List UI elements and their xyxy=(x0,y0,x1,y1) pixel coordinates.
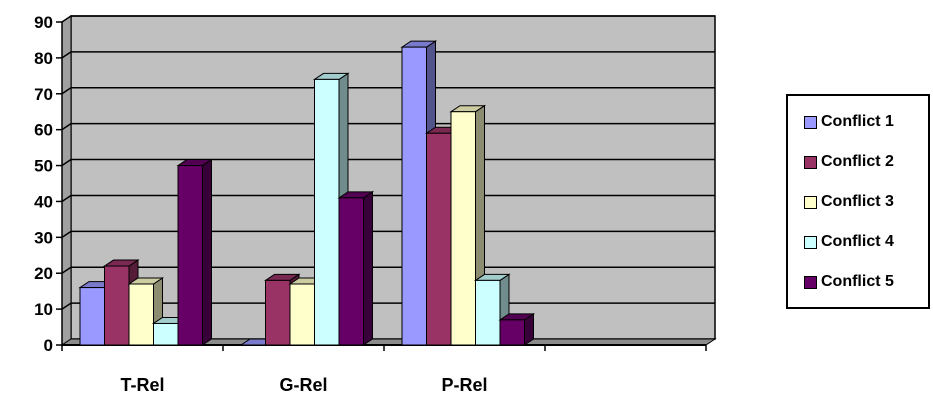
legend-item: Conflict 5 xyxy=(788,262,928,302)
y-tick-label: 20 xyxy=(34,264,53,283)
legend-swatch xyxy=(804,235,817,249)
gridline xyxy=(61,194,715,203)
legend-label: Conflict 3 xyxy=(821,193,894,210)
legend-label: Conflict 2 xyxy=(821,153,894,170)
x-tick-label: G-Rel xyxy=(279,375,327,394)
plot-side-wall xyxy=(61,15,72,346)
legend-label: Conflict 5 xyxy=(821,273,894,290)
gridline xyxy=(61,122,715,131)
gridline xyxy=(61,15,715,23)
y-tick-label: 90 xyxy=(34,13,53,32)
y-tick-label: 10 xyxy=(34,300,53,319)
legend-label: Conflict 4 xyxy=(821,233,894,250)
plot-back-wall xyxy=(70,15,716,340)
y-tick-label: 40 xyxy=(34,192,53,211)
y-tick-label: 80 xyxy=(34,49,53,68)
gridline xyxy=(61,230,715,238)
y-tick-label: 70 xyxy=(34,85,53,104)
bar xyxy=(498,312,536,346)
plot-area xyxy=(60,15,717,346)
legend-item: Conflict 3 xyxy=(788,182,928,222)
x-axis-labels: T-Rel G-Rel P-Rel xyxy=(61,345,707,394)
legend-label: Conflict 1 xyxy=(821,113,894,130)
legend: Conflict 1 Conflict 2 Conflict 3 Conflict 4… xyxy=(786,94,930,309)
bar xyxy=(176,158,214,346)
gridline xyxy=(61,87,715,95)
x-tick-label: T-Rel xyxy=(120,375,164,394)
legend-swatch xyxy=(804,115,817,129)
y-tick-label: 60 xyxy=(34,121,53,140)
gridline xyxy=(61,51,715,59)
gridline xyxy=(61,266,715,274)
gridline xyxy=(61,158,715,167)
legend-item: Conflict 2 xyxy=(788,142,928,182)
legend-swatch xyxy=(804,155,817,169)
legend-swatch xyxy=(804,195,817,209)
bar xyxy=(337,190,375,346)
legend-swatch xyxy=(804,275,817,289)
legend-item: Conflict 4 xyxy=(788,222,928,262)
y-tick-label: 0 xyxy=(44,336,53,355)
x-tick-label: P-Rel xyxy=(441,375,487,394)
bars xyxy=(78,40,536,346)
legend-item: Conflict 1 xyxy=(788,102,928,142)
y-tick-label: 30 xyxy=(34,228,53,247)
y-tick-label: 50 xyxy=(34,157,53,176)
